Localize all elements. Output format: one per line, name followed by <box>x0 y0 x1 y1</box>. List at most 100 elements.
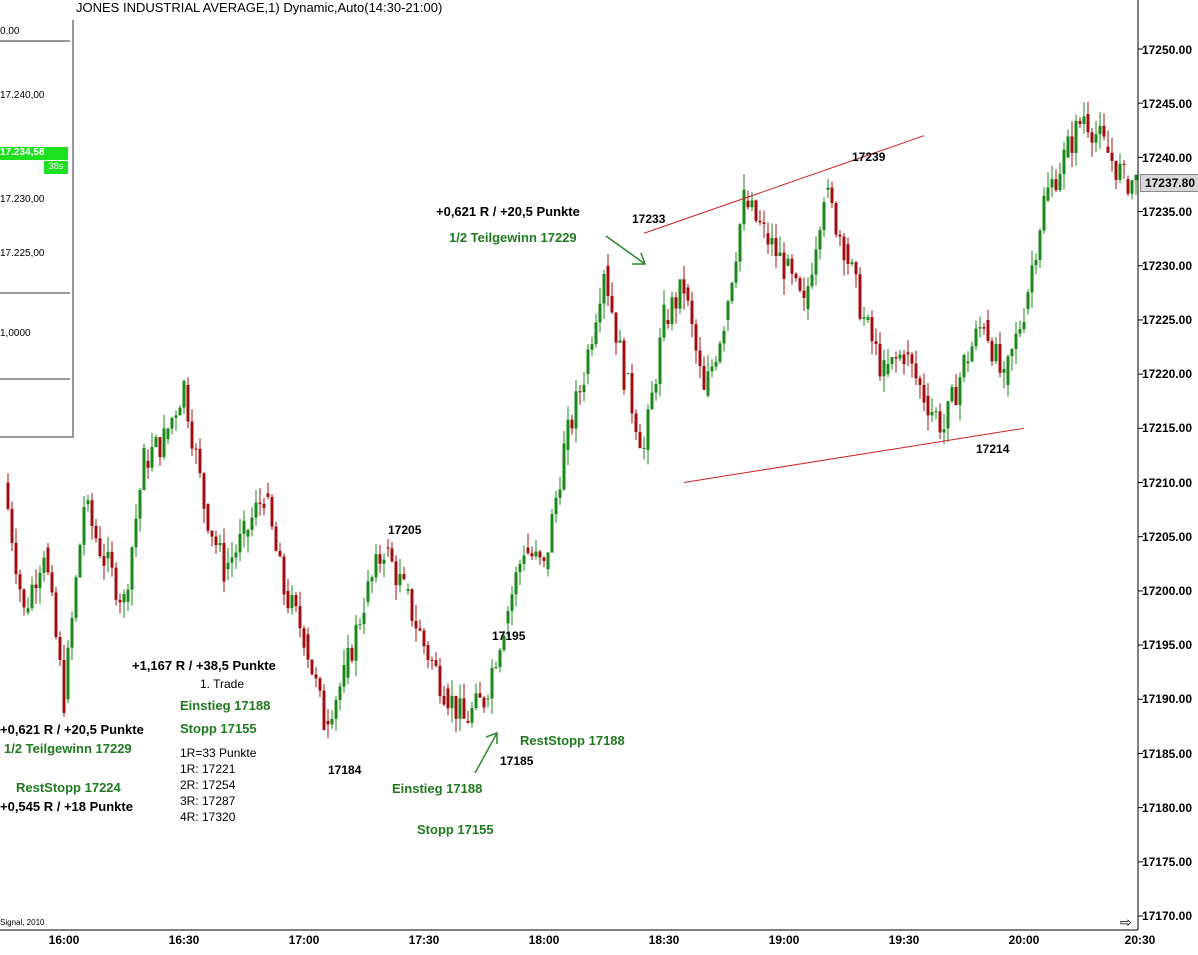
candle-body <box>246 529 250 537</box>
candle-body <box>698 350 702 366</box>
candle-body <box>146 460 150 468</box>
candle-body <box>710 366 714 372</box>
candle-body <box>438 665 442 696</box>
candle-body <box>62 660 66 713</box>
candle-body <box>46 547 50 573</box>
candle-body <box>746 200 750 208</box>
candle-body <box>1082 116 1086 125</box>
candle-body <box>1126 179 1130 194</box>
annotation-left-rest: RestStopp 17224 <box>16 780 121 795</box>
entry-arrow-low <box>474 732 498 774</box>
candle-body <box>278 550 282 557</box>
candle-body <box>610 295 614 313</box>
candle-body <box>770 238 774 245</box>
candle-body <box>1078 120 1082 125</box>
candle-body <box>586 349 590 375</box>
candle-body <box>1006 356 1010 385</box>
candle-body <box>458 698 462 719</box>
candle-body <box>994 343 998 362</box>
candle-body <box>1070 136 1074 153</box>
candle-body <box>466 720 470 723</box>
candle-body <box>838 234 842 237</box>
inset-current-price: 17.234,58 <box>0 147 68 160</box>
candle-body <box>814 249 818 275</box>
trendline <box>683 427 1025 483</box>
candle-body <box>1018 329 1022 334</box>
x-tick-label: 16:00 <box>48 933 80 947</box>
candle-body <box>318 678 322 691</box>
candle-body <box>510 594 514 612</box>
x-tick-label: 17:30 <box>408 933 440 947</box>
scroll-right-icon[interactable]: ⇨ <box>1120 914 1132 930</box>
annotation-mid-1r: 1R: 17221 <box>180 762 236 776</box>
peak-label: 17214 <box>976 442 1010 456</box>
candle-body <box>158 437 162 458</box>
annotation-mid-4r: 4R: 17320 <box>180 810 236 824</box>
y-tick-label: 17170.00 <box>1141 909 1192 923</box>
candle-body <box>894 357 898 359</box>
candle-body <box>446 688 450 709</box>
candle-body <box>854 262 858 275</box>
annotation-mid-einstieg: Einstieg 17188 <box>180 698 271 713</box>
candle-body <box>498 650 502 668</box>
y-tick-label: 17240.00 <box>1141 151 1192 165</box>
candle-body <box>530 553 534 557</box>
y-tick-label: 17215.00 <box>1141 421 1192 435</box>
candle-body <box>286 590 290 609</box>
peak-label: 17195 <box>492 629 526 643</box>
annotation-mid-3r: 3R: 17287 <box>180 794 236 808</box>
y-tick-label: 17230.00 <box>1141 259 1192 273</box>
candle-body <box>758 220 762 223</box>
candle-body <box>786 258 790 266</box>
annotation-mid-trade: 1. Trade <box>200 677 245 691</box>
candle-body <box>934 411 938 413</box>
inset-panel: 0.00 17.240,00 17.234,58 38s 17.230,00 1… <box>0 20 74 438</box>
candle-body <box>582 384 586 393</box>
candle-body <box>722 330 726 344</box>
candle-body <box>406 589 410 591</box>
candle-body <box>802 290 806 298</box>
candle-body <box>54 592 58 638</box>
candle-body <box>730 282 734 302</box>
candle-body <box>254 502 258 518</box>
annotation-mid-2r: 2R: 17254 <box>180 778 236 792</box>
inset-label: 17.230,00 <box>0 194 45 205</box>
candle-body <box>394 561 398 586</box>
candle-body <box>1030 265 1034 293</box>
inset-label: 0.00 <box>0 26 20 37</box>
candle-body <box>1130 180 1134 194</box>
candle-body <box>1022 322 1026 330</box>
candle-body <box>6 482 10 509</box>
candle-body <box>774 238 778 257</box>
candle-body <box>170 417 174 429</box>
candle-body <box>522 555 526 564</box>
candle-body <box>134 518 138 548</box>
candle-body <box>846 244 850 264</box>
candle-body <box>98 538 102 557</box>
candle-body <box>350 647 354 661</box>
candle-body <box>862 317 866 319</box>
candle-body <box>250 517 254 530</box>
annotation-mid-r: +1,167 R / +38,5 Punkte <box>132 658 276 673</box>
candle-body <box>426 645 430 660</box>
candle-body <box>918 378 922 385</box>
candle-body <box>266 493 270 497</box>
y-tick-label: 17190.00 <box>1141 692 1192 706</box>
candle-body <box>10 508 14 543</box>
candle-body <box>194 448 198 450</box>
candle-body <box>986 319 990 341</box>
candle-body <box>366 581 370 602</box>
candle-body <box>690 300 694 325</box>
y-tick-label: 17220.00 <box>1141 367 1192 381</box>
candle-body <box>558 489 562 498</box>
candle-body <box>618 340 622 343</box>
candle-body <box>102 556 106 566</box>
annotation-mid-rdef: 1R=33 Punkte <box>180 746 257 760</box>
arrows-group <box>474 235 647 774</box>
candle-body <box>678 279 682 309</box>
annotation-reststopp: RestStopp 17188 <box>520 733 625 748</box>
candle-body <box>590 344 594 350</box>
last-price-box: 17237.80 <box>1140 174 1198 192</box>
candle-body <box>970 346 974 362</box>
